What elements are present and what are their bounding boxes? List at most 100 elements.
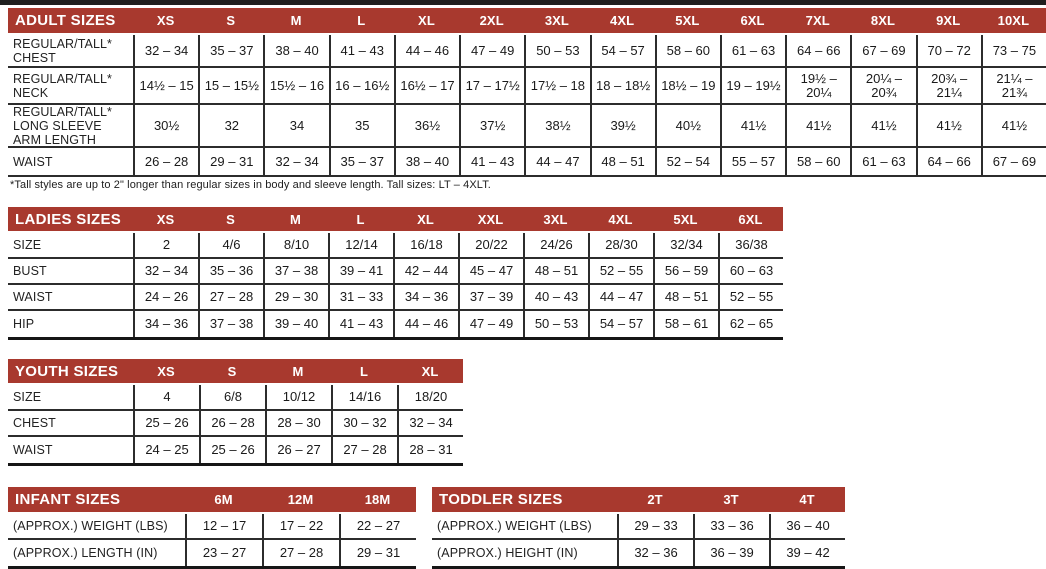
value-cell: 33 – 36 bbox=[693, 514, 769, 540]
value-cell: 17 – 17½ bbox=[459, 68, 525, 105]
value-cell: 36 – 39 bbox=[693, 540, 769, 566]
value-cell: 24/26 bbox=[523, 233, 588, 259]
value-cell: 25 – 26 bbox=[199, 437, 265, 463]
value-cell: 58 – 60 bbox=[785, 148, 850, 175]
value-cell: 41½ bbox=[980, 105, 1046, 148]
row-label: (APPROX.) WEIGHT (LBS) bbox=[432, 514, 617, 540]
value-cell: 24 – 26 bbox=[133, 285, 198, 311]
value-cell: 15 – 15½ bbox=[198, 68, 264, 105]
value-cell: 40 – 43 bbox=[523, 285, 588, 311]
value-cell: 32 – 34 bbox=[133, 259, 198, 285]
value-cell: 47 – 49 bbox=[459, 35, 525, 68]
column-header-s: S bbox=[198, 207, 263, 233]
column-header-xl: XL bbox=[393, 8, 460, 35]
value-cell: 39 – 40 bbox=[263, 311, 328, 337]
column-header-7xl: 7XL bbox=[785, 8, 851, 35]
column-header-10xl: 10XL bbox=[980, 8, 1046, 35]
value-cell: 27 – 28 bbox=[198, 285, 263, 311]
column-header-3xl: 3XL bbox=[524, 8, 590, 35]
ladies-sizes-table: LADIES SIZES XS S M L XL XXL 3XL 4XL 5XL 6XL SIZE 2 4… bbox=[8, 207, 783, 340]
value-cell: 41½ bbox=[850, 105, 916, 148]
value-cell: 29 – 31 bbox=[198, 148, 263, 175]
column-header-l: L bbox=[328, 207, 393, 233]
value-cell: 73 – 75 bbox=[980, 35, 1046, 68]
column-header-3t: 3T bbox=[693, 487, 769, 514]
value-cell: 40½ bbox=[654, 105, 720, 148]
value-cell: 19½ – 20¼ bbox=[785, 68, 851, 105]
column-header-4xl: 4XL bbox=[588, 207, 653, 233]
row-label: SIZE bbox=[8, 385, 133, 411]
value-cell: 10/12 bbox=[265, 385, 331, 411]
value-cell: 37 – 38 bbox=[198, 311, 263, 337]
value-cell: 18 – 18½ bbox=[589, 68, 655, 105]
value-cell: 64 – 66 bbox=[915, 148, 981, 175]
column-header-6xl: 6XL bbox=[719, 8, 786, 35]
value-cell: 47 – 49 bbox=[458, 311, 523, 337]
value-cell: 27 – 28 bbox=[262, 540, 339, 566]
value-cell: 15½ – 16 bbox=[263, 68, 329, 105]
value-cell: 38 – 40 bbox=[263, 35, 329, 68]
value-cell: 29 – 30 bbox=[263, 285, 328, 311]
value-cell: 32 – 34 bbox=[397, 411, 463, 437]
row-label: REGULAR/TALL* CHEST bbox=[8, 35, 133, 68]
value-cell: 20¼ – 20¾ bbox=[850, 68, 916, 105]
value-cell: 2 bbox=[133, 233, 198, 259]
column-header-xs: XS bbox=[133, 8, 199, 35]
column-header-m: M bbox=[263, 8, 329, 35]
column-header-8xl: 8XL bbox=[850, 8, 916, 35]
value-cell: 62 – 65 bbox=[718, 311, 783, 337]
value-cell: 26 – 27 bbox=[265, 437, 331, 463]
value-cell: 37½ bbox=[459, 105, 525, 148]
value-cell: 29 – 33 bbox=[617, 514, 693, 540]
value-cell: 16½ – 17 bbox=[393, 68, 460, 105]
value-cell: 48 – 51 bbox=[523, 259, 588, 285]
row-label: WAIST bbox=[13, 443, 53, 457]
value-cell: 26 – 28 bbox=[133, 148, 198, 175]
column-header-xl: XL bbox=[397, 359, 463, 385]
value-cell: 17 – 22 bbox=[262, 514, 339, 540]
value-cell: 50 – 53 bbox=[524, 35, 590, 68]
column-header-5xl: 5XL bbox=[654, 8, 720, 35]
value-cell: 52 – 55 bbox=[718, 285, 783, 311]
row-label: BUST bbox=[8, 259, 133, 285]
value-cell: 38 – 40 bbox=[393, 148, 459, 175]
value-cell: 41½ bbox=[785, 105, 851, 148]
value-cell: 6/8 bbox=[199, 385, 265, 411]
value-cell: 54 – 57 bbox=[589, 35, 655, 68]
value-cell: 67 – 69 bbox=[980, 148, 1046, 175]
row-label: WAIST bbox=[8, 285, 133, 311]
value-cell: 34 bbox=[263, 105, 329, 148]
value-cell: 8/10 bbox=[263, 233, 328, 259]
toddler-sizes-table: TODDLER SIZES 2T 3T 4T (APPROX.) WEIGHT (LBS… bbox=[432, 487, 845, 569]
value-cell: 61 – 63 bbox=[850, 148, 915, 175]
column-header-9xl: 9XL bbox=[915, 8, 981, 35]
value-cell: 64 – 66 bbox=[785, 35, 851, 68]
value-cell: 35 bbox=[328, 105, 394, 148]
value-cell: 41 – 43 bbox=[328, 311, 393, 337]
value-cell: 55 – 57 bbox=[719, 148, 785, 175]
value-cell: 37 – 39 bbox=[458, 285, 523, 311]
value-cell: 22 – 27 bbox=[339, 514, 416, 540]
value-cell: 44 – 46 bbox=[393, 311, 458, 337]
value-cell: 35 – 36 bbox=[198, 259, 263, 285]
value-cell: 52 – 54 bbox=[654, 148, 720, 175]
value-cell: 30½ bbox=[133, 105, 199, 148]
value-cell: 12/14 bbox=[328, 233, 393, 259]
value-cell: 41 – 43 bbox=[459, 148, 524, 175]
row-label: SIZE bbox=[8, 233, 133, 259]
value-cell: 39½ bbox=[589, 105, 655, 148]
value-cell: 58 – 60 bbox=[654, 35, 720, 68]
column-header-xxl: XXL bbox=[458, 207, 523, 233]
value-cell: 18/20 bbox=[397, 385, 463, 411]
column-header-s: S bbox=[199, 359, 265, 385]
value-cell: 32 – 34 bbox=[133, 35, 199, 68]
value-cell: 32/34 bbox=[653, 233, 718, 259]
column-header-3xl: 3XL bbox=[523, 207, 588, 233]
value-cell: 31 – 33 bbox=[328, 285, 393, 311]
value-cell: 34 – 36 bbox=[133, 311, 198, 337]
row-label: REGULAR/TALL* NECK bbox=[8, 68, 133, 105]
value-cell: 16/18 bbox=[393, 233, 458, 259]
value-cell: 28 – 30 bbox=[265, 411, 331, 437]
value-cell: 52 – 55 bbox=[588, 259, 653, 285]
value-cell: 45 – 47 bbox=[458, 259, 523, 285]
